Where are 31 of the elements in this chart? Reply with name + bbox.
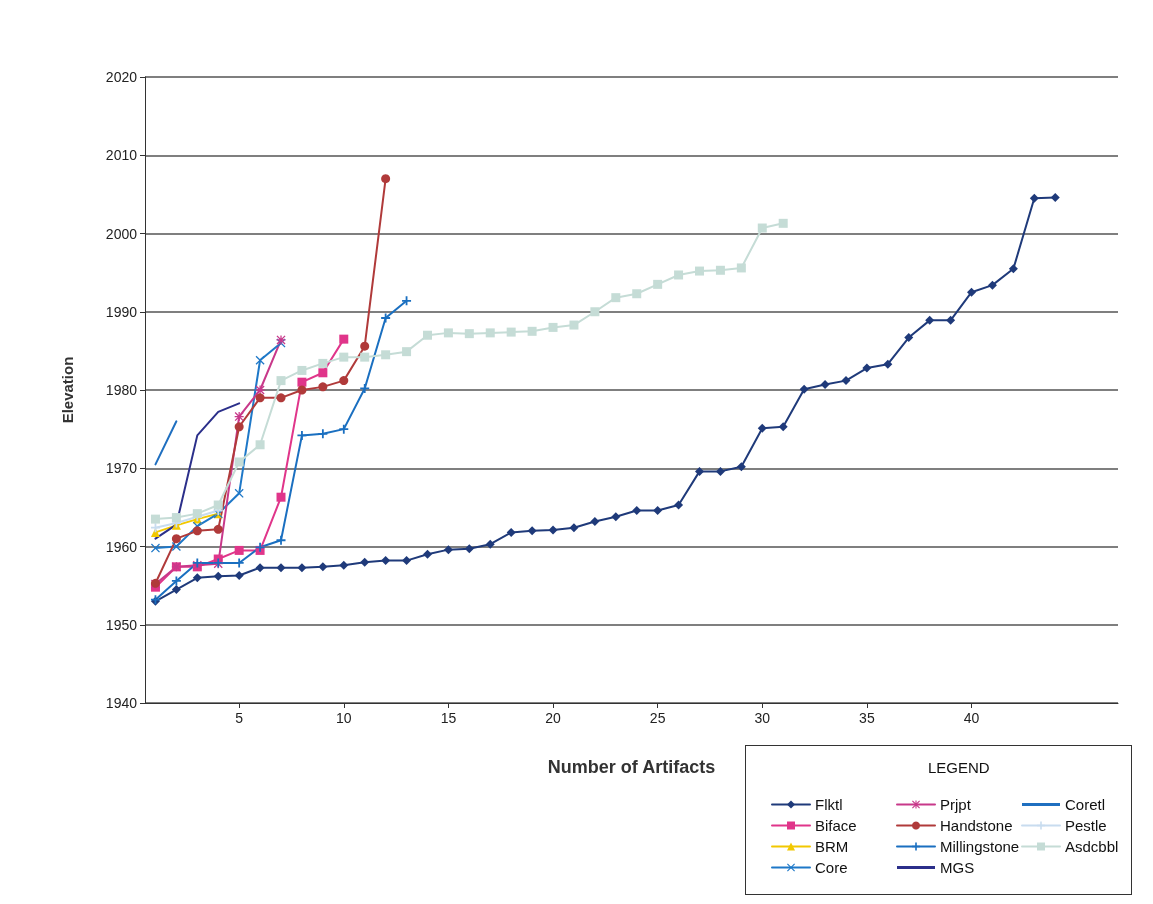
- y-tick-label: 1970: [105, 460, 138, 477]
- x-tick-label: 30: [754, 710, 771, 726]
- x-axis-title: Number of Artifacts: [547, 757, 716, 777]
- y-tick-label: 1940: [105, 695, 138, 711]
- x-tick-label: 5: [235, 710, 244, 726]
- y-tick-label: 1950: [105, 616, 138, 633]
- y-tick-label: 2000: [105, 225, 138, 242]
- legend-label: BRM: [815, 838, 849, 855]
- x-tick-label: 40: [963, 710, 980, 726]
- legend-label: Flktl: [815, 796, 843, 813]
- legend-label: Core: [815, 859, 848, 876]
- legend-label: MGS: [940, 859, 975, 876]
- legend-label: Millingstone: [940, 838, 1020, 855]
- x-tick-label: 35: [859, 710, 875, 726]
- y-tick-label: 1980: [105, 382, 138, 398]
- x-tick-label: 10: [336, 710, 352, 726]
- legend-label: Asdcbbl: [1065, 838, 1119, 855]
- legend-label: Biface: [815, 817, 857, 834]
- y-axis-title: Elevation: [59, 356, 76, 424]
- y-tick-label: 1990: [105, 303, 138, 320]
- y-tick-label: 2020: [105, 69, 138, 85]
- legend-title: LEGEND: [928, 759, 990, 776]
- legend-label: Coretl: [1065, 796, 1106, 813]
- y-tick-label: 1960: [105, 538, 138, 555]
- y-tick-label: 2010: [105, 147, 138, 164]
- legend-label: Prjpt: [940, 796, 972, 813]
- x-tick-label: 15: [440, 710, 457, 726]
- legend-label: Handstone: [940, 817, 1013, 834]
- legend-label: Pestle: [1065, 817, 1107, 834]
- x-tick-label: 20: [545, 710, 562, 726]
- x-tick-label: 25: [649, 710, 666, 726]
